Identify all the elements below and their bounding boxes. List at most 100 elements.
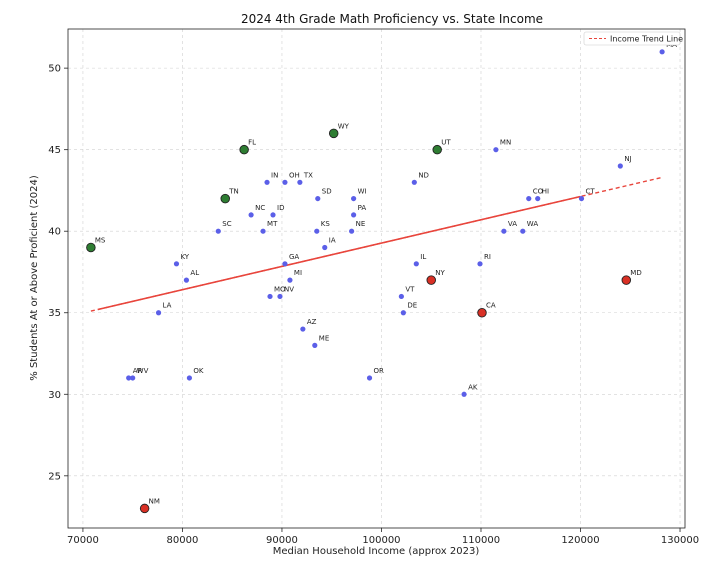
point-label-id: ID xyxy=(277,204,284,212)
x-axis-ticks: 70000 80000 90000 100000 110000 120000 130000 xyxy=(67,528,699,546)
point-nv xyxy=(277,293,283,300)
point-label-vt: VT xyxy=(405,285,415,293)
x-tick-label: 90000 xyxy=(266,535,298,546)
point-label-fl: FL xyxy=(248,139,256,147)
point-label-co: CO xyxy=(533,188,544,196)
x-tick-label: 130000 xyxy=(661,535,699,546)
point-id xyxy=(270,212,276,218)
point-label-nj: NJ xyxy=(624,155,631,163)
point-ct xyxy=(578,195,585,202)
point-co xyxy=(526,195,532,202)
point-sd xyxy=(315,195,321,202)
point-label-me: ME xyxy=(319,334,329,342)
point-de xyxy=(400,310,406,316)
point-mt xyxy=(260,228,266,234)
point-hi xyxy=(535,195,541,202)
point-ut xyxy=(432,144,442,155)
point-in xyxy=(264,179,270,185)
chart-title: 2024 4th Grade Math Proficiency vs. Stat… xyxy=(241,12,543,26)
point-md xyxy=(621,275,632,285)
point-ok xyxy=(186,375,193,381)
point-la xyxy=(155,310,162,316)
point-ms xyxy=(86,242,96,253)
point-pa xyxy=(351,212,357,218)
point-va xyxy=(501,228,507,234)
point-me xyxy=(312,342,318,348)
point-fl xyxy=(239,144,249,155)
point-label-az: AZ xyxy=(307,318,317,326)
trend-line-solid xyxy=(97,195,581,311)
point-nc xyxy=(248,212,254,218)
point-ny xyxy=(426,275,436,285)
y-axis-ticks: 25 30 35 40 45 50 xyxy=(48,64,68,482)
point-mi xyxy=(287,277,293,283)
point-il xyxy=(413,261,419,267)
point-label-ny: NY xyxy=(435,269,445,277)
point-label-ms: MS xyxy=(95,237,106,245)
point-ne xyxy=(349,228,355,234)
point-label-ca: CA xyxy=(486,302,496,310)
point-label-pa: PA xyxy=(358,204,367,212)
point-al xyxy=(183,277,190,283)
x-tick-label: 70000 xyxy=(67,535,99,546)
point-label-sd: SD xyxy=(322,188,332,196)
point-label-tn: TN xyxy=(228,188,239,196)
point-label-la: LA xyxy=(163,302,172,310)
point-nm xyxy=(139,503,150,514)
point-label-ga: GA xyxy=(289,253,299,261)
x-tick-label: 80000 xyxy=(167,535,199,546)
points-layer xyxy=(86,49,665,514)
point-az xyxy=(300,326,306,332)
point-vt xyxy=(398,293,404,300)
trend-layer xyxy=(90,176,663,312)
point-label-nm: NM xyxy=(149,497,160,505)
point-sc xyxy=(215,228,221,234)
point-oh xyxy=(282,179,288,185)
point-label-ne: NE xyxy=(356,220,366,228)
point-label-va: VA xyxy=(508,220,517,228)
point-label-mt: MT xyxy=(267,220,278,228)
point-label-in: IN xyxy=(271,171,278,179)
point-label-ak: AK xyxy=(468,383,478,391)
point-label-il: IL xyxy=(420,253,426,261)
point-ga xyxy=(282,261,288,267)
point-label-ky: KY xyxy=(180,253,189,261)
point-label-al: AL xyxy=(190,269,199,277)
point-label-nc: NC xyxy=(255,204,265,212)
point-mo xyxy=(267,293,273,300)
point-label-wi: WI xyxy=(358,188,367,196)
point-label-ut: UT xyxy=(441,139,451,147)
point-ak xyxy=(461,391,467,397)
point-label-wa: WA xyxy=(527,220,539,228)
point-label-ok: OK xyxy=(193,367,204,375)
legend-entry-trend: Income Trend Line xyxy=(610,35,683,44)
y-tick-label: 50 xyxy=(48,64,61,75)
point-ma xyxy=(659,49,665,55)
y-tick-label: 40 xyxy=(48,227,61,238)
y-axis-label: % Students At or Above Proficient (2024) xyxy=(29,175,40,381)
point-wy xyxy=(328,128,339,139)
point-label-wv: WV xyxy=(137,367,149,375)
x-tick-label: 110000 xyxy=(462,535,500,546)
point-tn xyxy=(220,193,230,204)
point-ar xyxy=(126,375,132,381)
plot-frame xyxy=(67,28,686,529)
grid xyxy=(68,29,685,528)
y-tick-label: 45 xyxy=(48,145,61,156)
point-mn xyxy=(493,147,499,153)
point-ks xyxy=(314,228,320,234)
y-tick-label: 35 xyxy=(48,308,61,319)
legend: Income Trend Line xyxy=(583,31,683,46)
point-nj xyxy=(617,163,623,169)
x-axis-label: Median Household Income (approx 2023) xyxy=(273,546,480,557)
x-tick-label: 100000 xyxy=(362,535,400,546)
point-or xyxy=(366,375,373,381)
point-label-mo: MO xyxy=(274,285,286,293)
point-ca xyxy=(477,307,487,318)
point-label-ri: RI xyxy=(484,253,491,261)
y-tick-label: 30 xyxy=(48,390,61,401)
point-nd xyxy=(411,179,417,185)
point-ia xyxy=(322,244,328,251)
point-label-nd: ND xyxy=(418,171,429,179)
